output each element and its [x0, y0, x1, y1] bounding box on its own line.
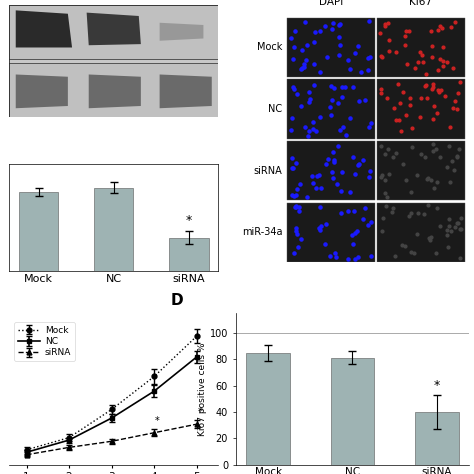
Text: Ki67: Ki67: [409, 0, 432, 7]
Polygon shape: [160, 74, 212, 108]
FancyBboxPatch shape: [287, 203, 374, 262]
Text: NC: NC: [268, 104, 283, 114]
Polygon shape: [87, 13, 141, 45]
Y-axis label: Ki67 positive cells %: Ki67 positive cells %: [198, 342, 207, 436]
Text: D: D: [170, 293, 183, 309]
Polygon shape: [89, 74, 141, 108]
FancyBboxPatch shape: [9, 5, 218, 117]
FancyBboxPatch shape: [377, 18, 465, 77]
Bar: [169, 238, 209, 271]
FancyBboxPatch shape: [9, 5, 218, 59]
Bar: [19, 191, 58, 271]
Text: miR-34a: miR-34a: [242, 228, 283, 237]
Text: *: *: [198, 408, 202, 418]
Text: *: *: [434, 379, 440, 392]
Polygon shape: [16, 74, 68, 108]
Legend: Mock, NC, siRNA: Mock, NC, siRNA: [14, 322, 75, 361]
Text: *: *: [186, 214, 192, 228]
Polygon shape: [160, 23, 203, 41]
Text: siRNA: siRNA: [254, 166, 283, 176]
Text: Mock: Mock: [257, 42, 283, 52]
FancyBboxPatch shape: [287, 18, 374, 77]
Text: *: *: [155, 416, 160, 426]
Bar: [415, 412, 459, 465]
FancyBboxPatch shape: [377, 79, 465, 138]
Bar: [246, 353, 290, 465]
FancyBboxPatch shape: [9, 63, 218, 117]
Text: DAPI: DAPI: [319, 0, 343, 7]
Bar: [94, 188, 133, 271]
FancyBboxPatch shape: [287, 79, 374, 138]
Polygon shape: [16, 10, 72, 47]
FancyBboxPatch shape: [287, 141, 374, 201]
Bar: [330, 358, 374, 465]
FancyBboxPatch shape: [377, 203, 465, 262]
FancyBboxPatch shape: [377, 141, 465, 201]
